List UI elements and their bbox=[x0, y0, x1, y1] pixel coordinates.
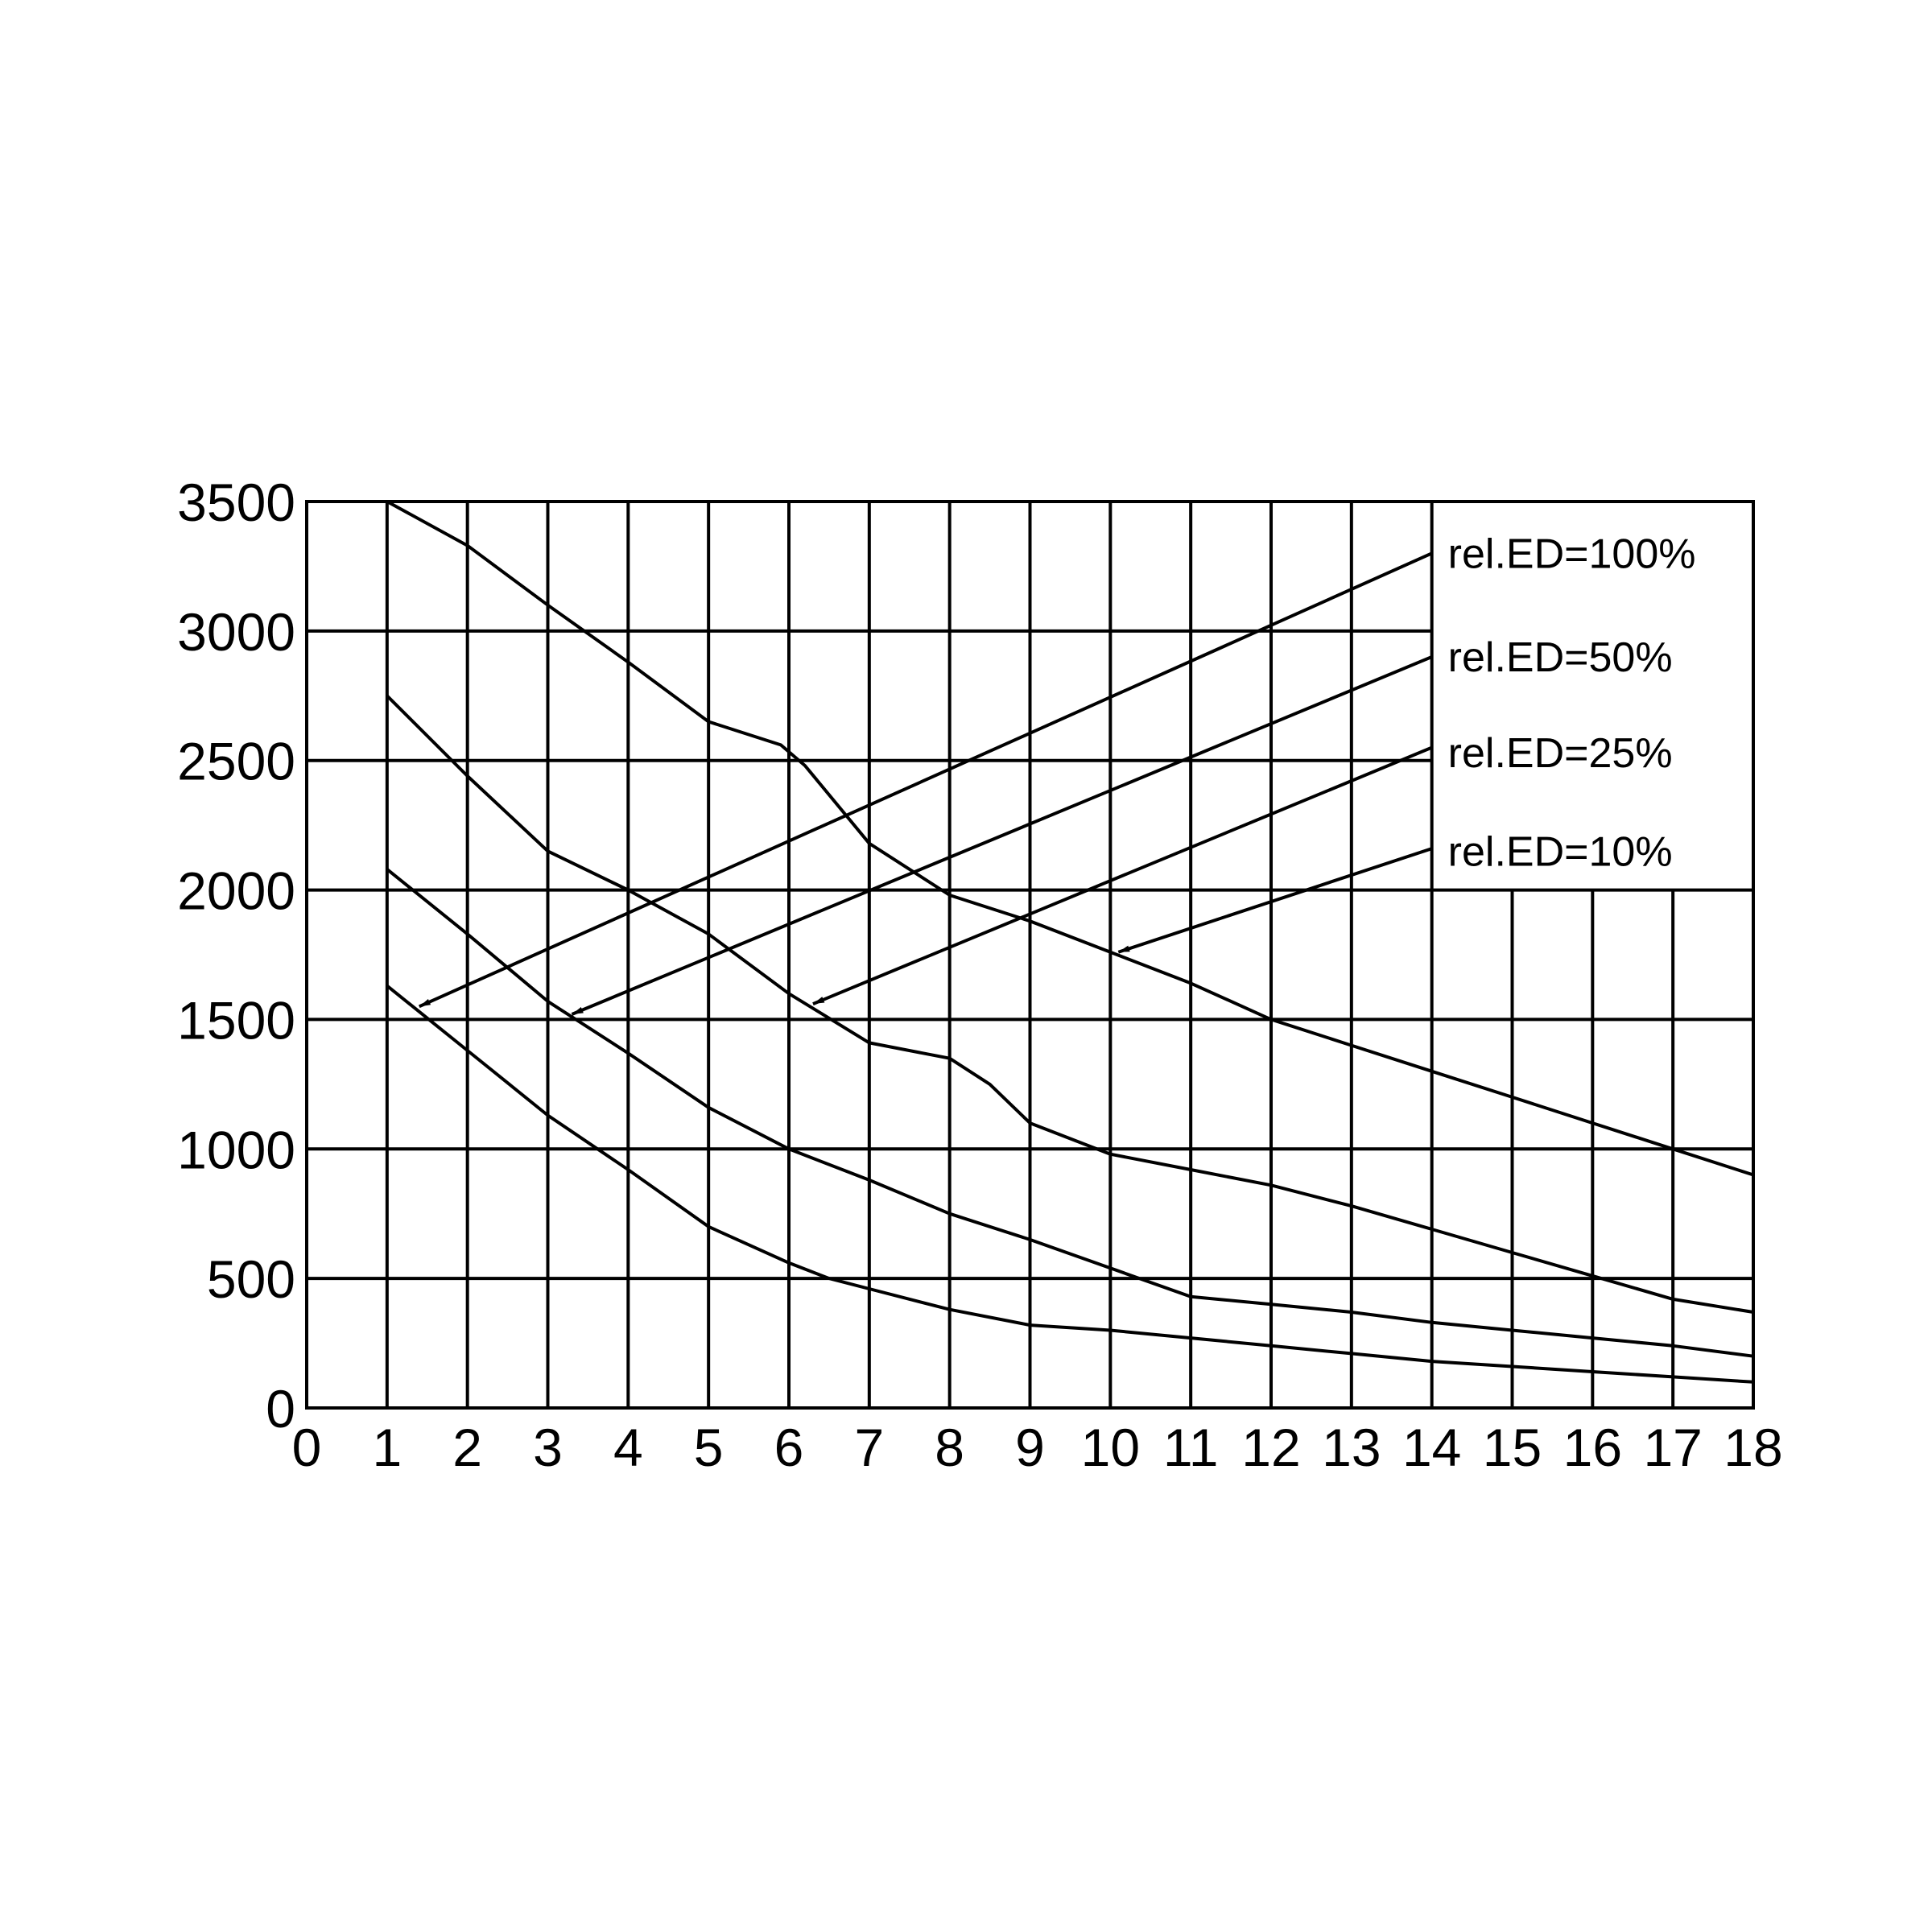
x-tick-label: 6 bbox=[774, 1418, 804, 1477]
x-tick-label: 2 bbox=[452, 1418, 482, 1477]
annotation-arrow bbox=[418, 551, 1433, 1009]
legend-label: rel.ED=100% bbox=[1448, 530, 1696, 577]
series-line bbox=[386, 985, 1754, 1384]
x-tick-label: 16 bbox=[1563, 1418, 1622, 1477]
series-line bbox=[386, 694, 1754, 1314]
legend-label: rel.ED=50% bbox=[1448, 634, 1673, 681]
annotation-arrow bbox=[812, 745, 1433, 1005]
x-tick-label: 1 bbox=[372, 1418, 402, 1477]
x-tick-label: 13 bbox=[1322, 1418, 1381, 1477]
x-tick-label: 14 bbox=[1402, 1418, 1461, 1477]
x-tick-label: 4 bbox=[613, 1418, 643, 1477]
annotation-arrows: rel.ED=100% rel.ED=50% rel.ED=25% rel.ED=10… bbox=[418, 530, 1696, 1016]
x-tick-label: 5 bbox=[694, 1418, 724, 1477]
x-tick-label: 15 bbox=[1483, 1418, 1542, 1477]
x-tick-label: 10 bbox=[1081, 1418, 1140, 1477]
annotation-arrow bbox=[571, 655, 1433, 1016]
x-tick-label: 8 bbox=[935, 1418, 964, 1477]
series-group bbox=[386, 500, 1754, 1384]
y-tick-label: 2000 bbox=[177, 861, 295, 921]
series-line bbox=[386, 868, 1754, 1358]
x-tick-label: 3 bbox=[533, 1418, 563, 1477]
y-tick-label: 1000 bbox=[177, 1120, 295, 1179]
plot-frame bbox=[305, 500, 1755, 1410]
x-tick-label: 18 bbox=[1724, 1418, 1782, 1477]
y-tick-label: 3500 bbox=[177, 473, 295, 532]
x-tick-label: 7 bbox=[854, 1418, 884, 1477]
series-line bbox=[386, 500, 1754, 1177]
legend-label: rel.ED=25% bbox=[1448, 730, 1673, 777]
x-tick-label: 0 bbox=[292, 1418, 322, 1477]
y-tick-label: 1500 bbox=[177, 990, 295, 1050]
x-tick-label: 17 bbox=[1643, 1418, 1702, 1477]
y-tick-label: 500 bbox=[207, 1249, 295, 1309]
y-tick-label: 2500 bbox=[177, 732, 295, 791]
y-tick-label: 0 bbox=[266, 1379, 295, 1439]
annotation-arrow bbox=[1117, 847, 1433, 954]
grid bbox=[305, 500, 1755, 1410]
x-tick-label: 11 bbox=[1163, 1418, 1219, 1477]
legend-label: rel.ED=10% bbox=[1448, 828, 1673, 875]
x-tick-label: 9 bbox=[1015, 1418, 1045, 1477]
y-tick-label: 3000 bbox=[177, 602, 295, 662]
x-tick-label: 12 bbox=[1241, 1418, 1300, 1477]
